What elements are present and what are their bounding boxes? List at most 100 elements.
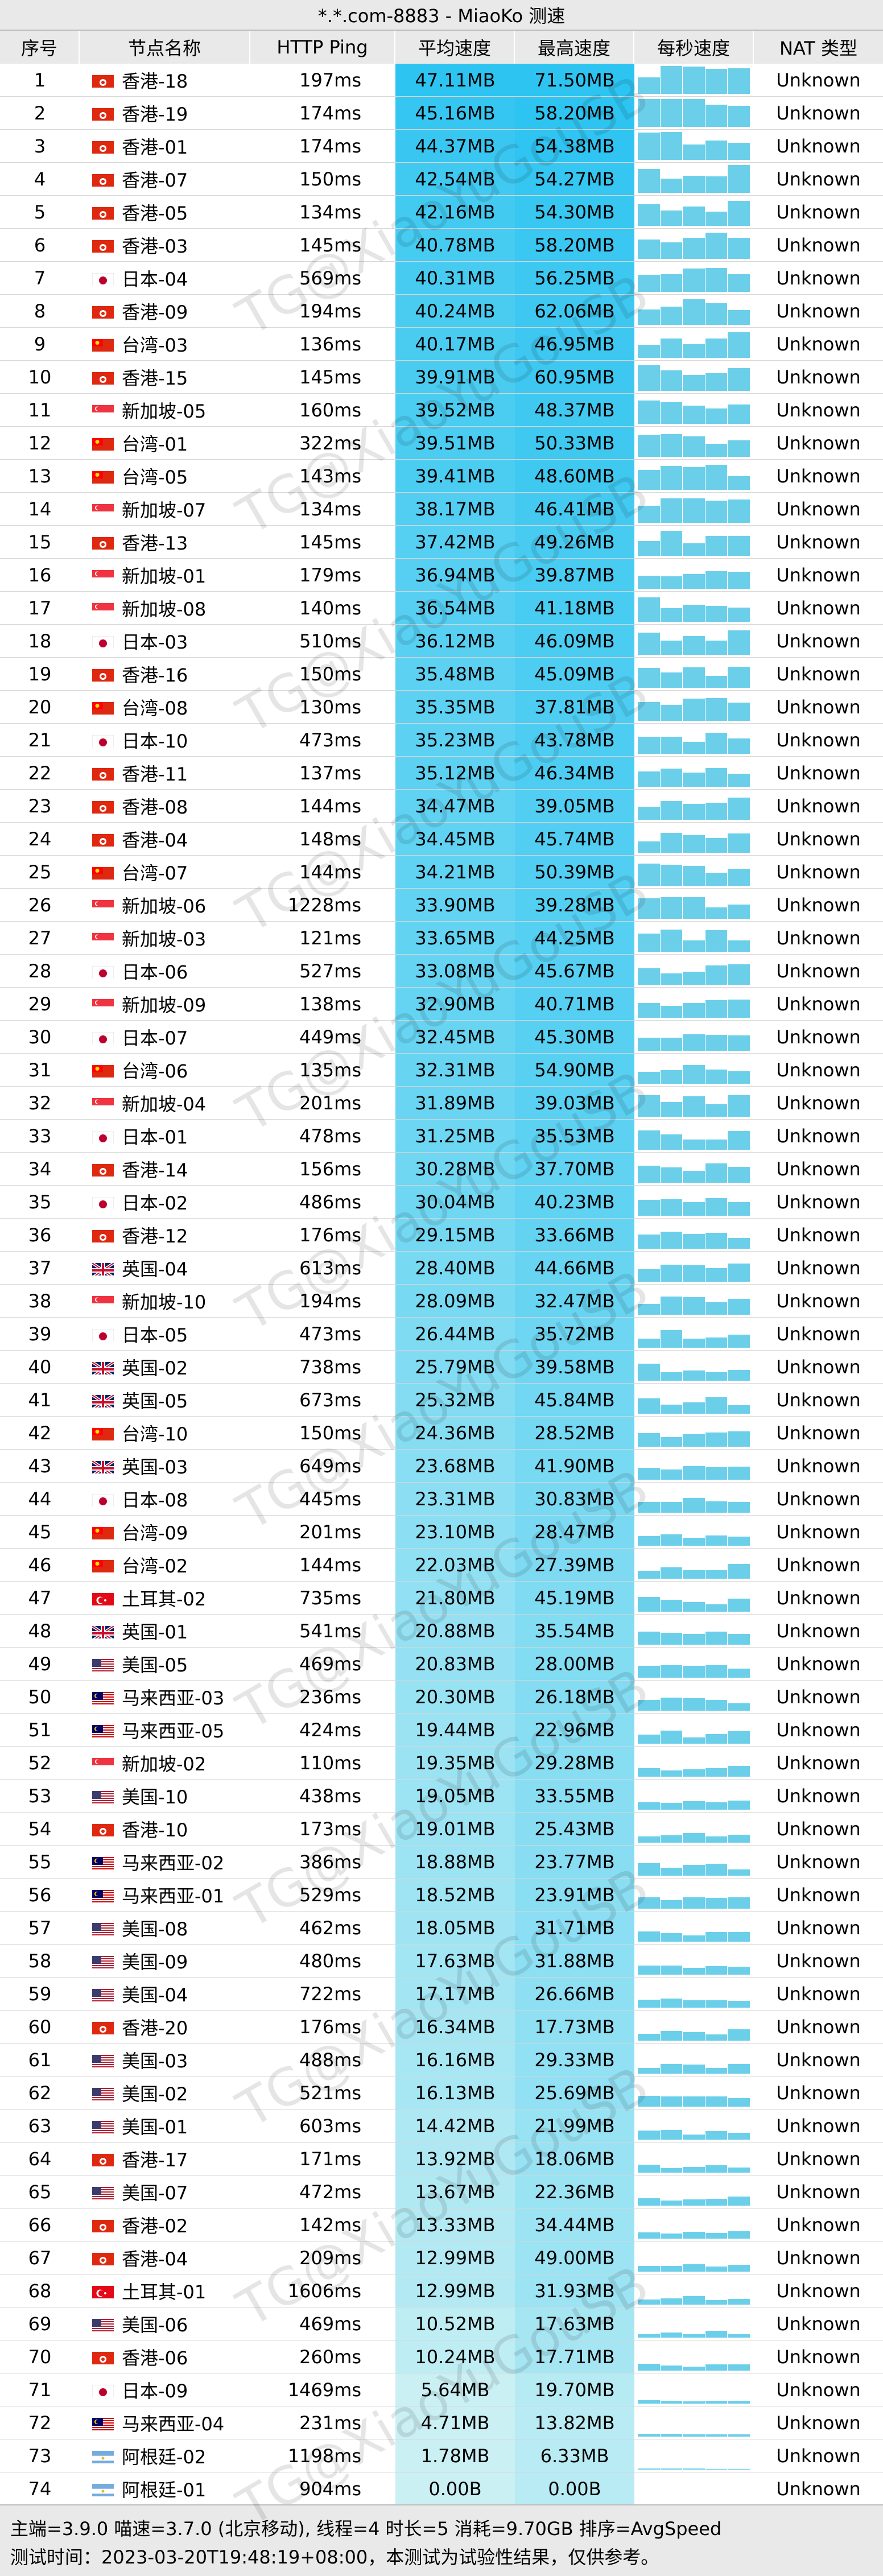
row-index: 27 xyxy=(28,927,52,949)
table-row: 53 美国-10 438ms 19.05MB 33.55MB Unknown xyxy=(0,1780,883,1813)
row-index: 9 xyxy=(34,333,46,355)
speed-bar xyxy=(638,99,660,127)
speed-bar xyxy=(705,1931,728,1942)
speed-bar xyxy=(638,2198,660,2206)
speed-bar xyxy=(638,1072,660,1084)
avg-speed: 20.83MB xyxy=(395,1648,515,1680)
node-name-label: 美国-01 xyxy=(122,2116,188,2138)
max-speed: 50.33MB xyxy=(515,427,634,459)
per-second-speed-chart xyxy=(634,1516,754,1548)
per-second-speed-chart xyxy=(634,559,754,591)
speed-bar xyxy=(728,2265,750,2272)
speed-bar xyxy=(705,2364,728,2371)
node-name-label: 日本-09 xyxy=(122,2380,188,2402)
row-index: 70 xyxy=(28,2346,52,2368)
per-second-speed-chart xyxy=(634,2472,754,2505)
node-name: 土耳其-01 xyxy=(80,2274,250,2307)
speed-bar xyxy=(638,505,660,523)
node-name: 日本-06 xyxy=(80,955,250,987)
table-row: 12 台湾-01 322ms 39.51MB 50.33MB Unknown xyxy=(0,427,883,460)
node-name: 台湾-01 xyxy=(80,427,250,459)
per-second-speed-chart xyxy=(634,427,754,459)
http-ping: 121ms xyxy=(299,927,361,949)
speed-bar xyxy=(683,2000,705,2008)
nat-type: Unknown xyxy=(776,2445,861,2467)
node-name: 美国-02 xyxy=(80,2077,250,2109)
row-index: 4 xyxy=(34,168,46,190)
nat-type: Unknown xyxy=(776,1389,861,1411)
speed-bar xyxy=(683,2334,705,2338)
http-ping: 144ms xyxy=(299,861,361,883)
node-name: 台湾-05 xyxy=(80,460,250,492)
speed-bar xyxy=(683,374,705,391)
per-second-speed-chart xyxy=(634,2307,754,2340)
speed-bar xyxy=(705,1570,728,1579)
speed-bar xyxy=(660,1469,683,1480)
speed-bar xyxy=(638,2164,660,2173)
http-ping: 145ms xyxy=(299,366,361,388)
per-second-speed-chart xyxy=(634,625,754,657)
speed-bar xyxy=(683,866,705,886)
speed-bar xyxy=(638,575,660,589)
table-row: 38 新加坡-10 194ms 28.09MB 32.47MB Unknown xyxy=(0,1285,883,1318)
node-name: 台湾-08 xyxy=(80,691,250,723)
avg-speed: 23.10MB xyxy=(395,1516,515,1548)
speed-bar xyxy=(660,1731,683,1744)
table-row: 68 土耳其-01 1606ms 12.99MB 31.93MB Unknown xyxy=(0,2274,883,2307)
per-second-speed-chart xyxy=(634,2439,754,2472)
singapore-flag-icon xyxy=(92,568,114,583)
per-second-speed-chart xyxy=(634,1120,754,1152)
row-index: 59 xyxy=(28,1983,52,2005)
node-name-label: 新加坡-08 xyxy=(122,598,207,620)
speed-bar xyxy=(728,2133,750,2140)
speed-bar xyxy=(638,1165,660,1183)
max-speed: 39.03MB xyxy=(515,1087,634,1119)
speed-bar xyxy=(638,1002,660,1018)
speed-bar xyxy=(705,1631,728,1645)
uk-flag-icon xyxy=(92,1624,114,1638)
speed-bar xyxy=(660,576,683,589)
http-ping: 649ms xyxy=(299,1455,361,1477)
node-name: 香港-09 xyxy=(80,295,250,327)
max-speed: 25.69MB xyxy=(515,2077,634,2109)
node-name-label: 台湾-10 xyxy=(122,1423,188,1445)
table-row: 23 香港-08 144ms 34.47MB 39.05MB Unknown xyxy=(0,790,883,823)
speed-bar xyxy=(683,835,705,853)
max-speed: 49.00MB xyxy=(515,2241,634,2274)
speed-bar xyxy=(660,1534,683,1546)
speed-bar xyxy=(660,178,683,193)
japan-flag-icon xyxy=(92,1030,114,1045)
avg-speed: 36.94MB xyxy=(395,559,515,591)
table-row: 35 日本-02 486ms 30.04MB 40.23MB Unknown xyxy=(0,1186,883,1219)
row-index: 35 xyxy=(28,1191,52,1213)
speed-bar xyxy=(728,774,750,787)
table-row: 54 香港-10 173ms 19.01MB 25.43MB Unknown xyxy=(0,1813,883,1846)
speed-bar xyxy=(728,1202,750,1216)
avg-speed: 30.04MB xyxy=(395,1186,515,1218)
table-row: 39 日本-05 473ms 26.44MB 35.72MB Unknown xyxy=(0,1318,883,1351)
speed-bar xyxy=(638,1700,660,1711)
max-speed: 13.82MB xyxy=(515,2406,634,2439)
http-ping: 110ms xyxy=(299,1752,361,1774)
nat-type: Unknown xyxy=(776,102,861,124)
avg-speed: 37.42MB xyxy=(395,526,515,558)
nat-type: Unknown xyxy=(776,993,861,1015)
avg-speed: 18.52MB xyxy=(395,1879,515,1911)
nat-type: Unknown xyxy=(776,1818,861,1840)
table-row: 64 香港-17 171ms 13.92MB 18.06MB Unknown xyxy=(0,2142,883,2175)
avg-speed: 28.09MB xyxy=(395,1285,515,1317)
nat-type: Unknown xyxy=(776,1455,861,1477)
singapore-flag-icon xyxy=(92,1096,114,1111)
usa-flag-icon xyxy=(92,1789,114,1803)
nat-type: Unknown xyxy=(776,1191,861,1213)
http-ping: 486ms xyxy=(299,1191,361,1213)
hong-kong-flag-icon xyxy=(92,535,114,550)
per-second-speed-chart xyxy=(634,295,754,327)
node-name-label: 新加坡-09 xyxy=(122,994,207,1016)
nat-type: Unknown xyxy=(776,729,861,751)
speed-bar xyxy=(705,698,728,721)
table-row: 17 新加坡-08 140ms 36.54MB 41.18MB Unknown xyxy=(0,592,883,625)
speed-bar xyxy=(683,2032,705,2041)
speed-bar xyxy=(638,1235,660,1249)
http-ping: 194ms xyxy=(299,1290,361,1312)
